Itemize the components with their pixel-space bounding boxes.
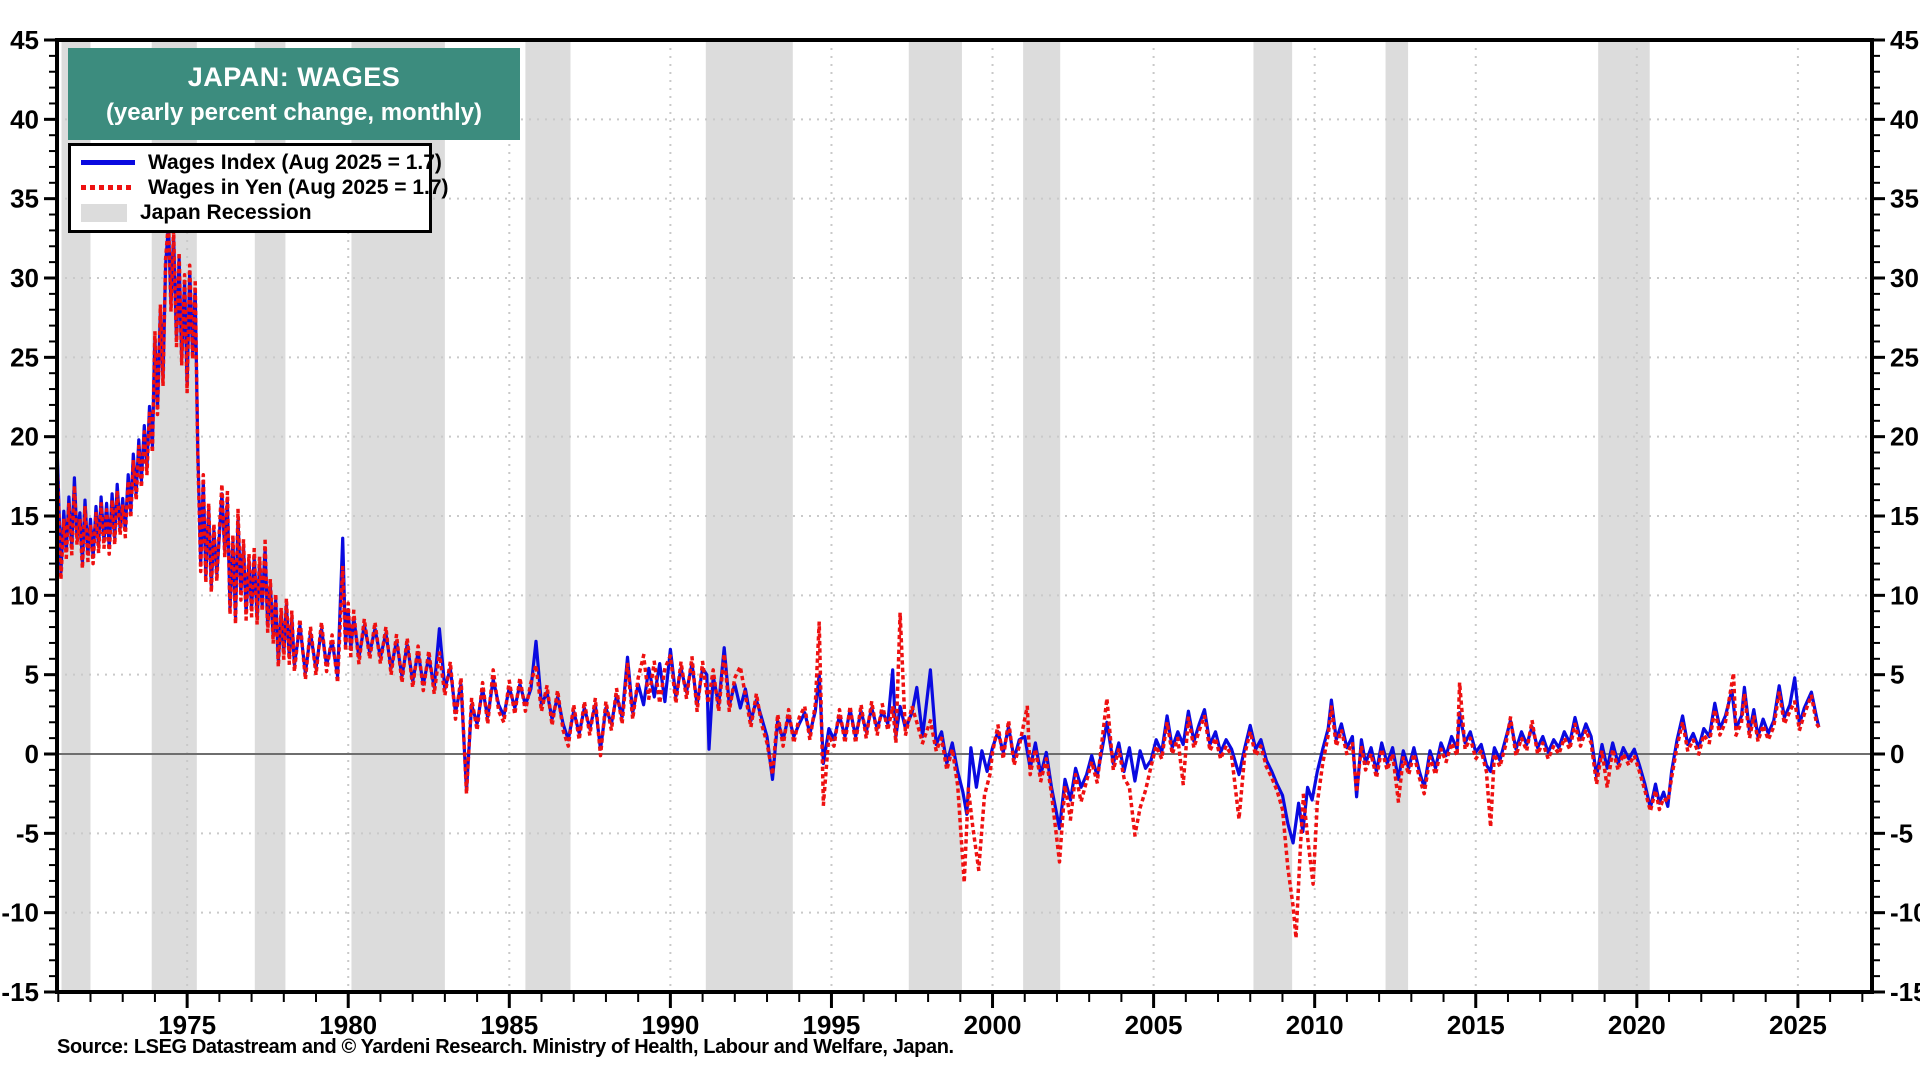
y-axis-label-left: 35 (10, 184, 39, 214)
legend-item-japan-recession: Japan Recession (71, 201, 429, 226)
x-axis-label: 2015 (1447, 1010, 1505, 1040)
y-axis-label-right: -15 (1890, 977, 1920, 1007)
y-axis-label-right: 30 (1890, 263, 1919, 293)
y-axis-label-left: 10 (10, 580, 39, 610)
chart-title: JAPAN: WAGES (187, 62, 401, 92)
recession-band (705, 40, 793, 992)
y-axis-label-left: 30 (10, 263, 39, 293)
y-axis-label-left: 45 (10, 25, 39, 55)
solid-line-swatch-icon (81, 160, 135, 166)
y-axis-label-right: 20 (1890, 422, 1919, 452)
plot-frame (55, 38, 1874, 994)
source-attribution: Source: LSEG Datastream and © Yardeni Re… (57, 1036, 954, 1058)
y-axis-label-left: 0 (25, 739, 39, 769)
recession-band (525, 40, 571, 992)
y-axis-label-right: 10 (1890, 580, 1919, 610)
y-axis-label-right: 25 (1890, 342, 1919, 372)
y-axis-label-left: 5 (25, 660, 39, 690)
y-axis-label-right: -5 (1890, 818, 1913, 848)
legend-label-japan-recession: Japan Recession (140, 201, 312, 225)
y-axis-label-left: -5 (16, 818, 39, 848)
y-axis-label-left: 20 (10, 422, 39, 452)
legend-label-wages-index: Wages Index (Aug 2025 = 1.7) (148, 150, 442, 174)
y-axis-label-right: 5 (1890, 660, 1904, 690)
dotted-line-swatch-icon (81, 185, 135, 191)
x-axis-label: 1985 (480, 1010, 538, 1040)
recession-box-swatch-icon (81, 204, 127, 223)
x-axis-label: 1990 (641, 1010, 699, 1040)
chart-title-box: JAPAN: WAGES (yearly percent change, mon… (68, 48, 520, 140)
y-axis-label-right: -10 (1890, 898, 1920, 928)
legend-label-wages-in-yen: Wages in Yen (Aug 2025 = 1.7) (148, 175, 449, 199)
x-axis-label: 1980 (319, 1010, 377, 1040)
y-axis-label-left: 40 (10, 104, 39, 134)
x-axis-label: 2005 (1125, 1010, 1183, 1040)
x-axis-label: 1995 (803, 1010, 861, 1040)
recession-band (1253, 40, 1293, 992)
x-axis-label: 1975 (158, 1010, 216, 1040)
legend: Wages Index (Aug 2025 = 1.7) Wages in Ye… (68, 143, 449, 233)
x-axis-label: 2020 (1608, 1010, 1666, 1040)
y-axis-label-left: 25 (10, 342, 39, 372)
y-axis-label-right: 0 (1890, 739, 1904, 769)
y-axis-label-left: -15 (1, 977, 39, 1007)
x-axis-label: 2000 (964, 1010, 1022, 1040)
y-axis-label-right: 40 (1890, 104, 1919, 134)
recession-band (1385, 40, 1409, 992)
x-axis-label: 2025 (1769, 1010, 1827, 1040)
y-axis-label-right: 45 (1890, 25, 1919, 55)
x-axis-label: 2010 (1286, 1010, 1344, 1040)
wages-in-yen-line (57, 219, 1822, 940)
y-axis-label-left: 15 (10, 501, 39, 531)
y-axis-label-right: 35 (1890, 184, 1919, 214)
y-axis-label-left: -10 (1, 898, 39, 928)
y-axis-label-right: 15 (1890, 501, 1919, 531)
legend-item-wages-in-yen: Wages in Yen (Aug 2025 = 1.7) (71, 175, 449, 200)
chart-subtitle: (yearly percent change, monthly) (105, 99, 483, 126)
legend-item-wages-index: Wages Index (Aug 2025 = 1.7) (71, 150, 442, 175)
